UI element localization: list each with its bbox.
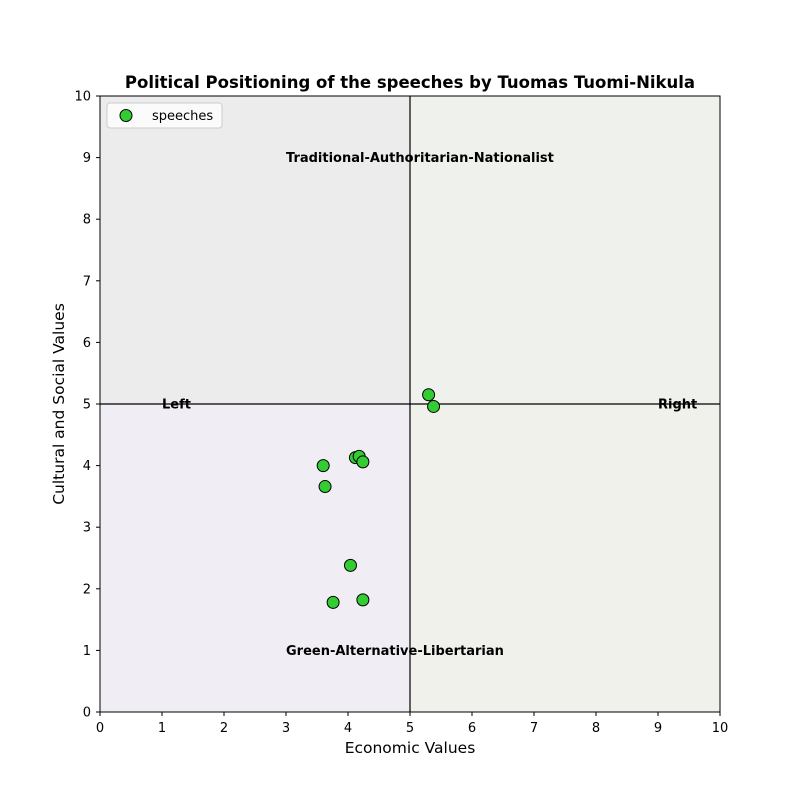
x-tick-label-3: 3: [282, 721, 290, 736]
data-point-0-7: [343, 558, 357, 572]
annotation-1: Green-Alternative-Libertarian: [286, 644, 504, 659]
y-tick-label-6: 6: [83, 336, 91, 351]
y-tick-label-5: 5: [83, 398, 91, 413]
y-tick-label-10: 10: [74, 90, 91, 105]
y-tick-label-8: 8: [83, 213, 91, 228]
y-tick-label-2: 2: [83, 582, 91, 597]
x-tick-label-6: 6: [468, 721, 476, 736]
data-point-0-1: [427, 399, 441, 413]
legend-box: [106, 102, 223, 129]
center-lines: [100, 96, 720, 712]
annotation-3: Right: [658, 398, 697, 413]
data-point-0-8: [326, 595, 340, 609]
data-point-0-0: [422, 388, 436, 402]
legend-marker: [119, 109, 133, 122]
x-tick-label-2: 2: [220, 721, 228, 736]
y-tick-label-9: 9: [83, 151, 91, 166]
chart-title: Political Positioning of the speeches by…: [125, 73, 695, 92]
x-tick-label-8: 8: [592, 721, 600, 736]
y-tick-label-3: 3: [83, 521, 91, 536]
x-tick-label-5: 5: [406, 721, 414, 736]
x-tick-label-9: 9: [654, 721, 662, 736]
data-point-0-6: [318, 480, 332, 494]
x-tick-label-7: 7: [530, 721, 538, 736]
quadrant-backgrounds: [100, 96, 720, 712]
x-tick-label-10: 10: [712, 721, 729, 736]
legend: speeches: [106, 102, 223, 129]
y-tick-label-1: 1: [83, 644, 91, 659]
quadrant-bottom-right: [410, 404, 720, 712]
quadrant-top-right: [410, 96, 720, 404]
quadrant-bottom-left: [100, 404, 410, 712]
y-axis-ticks: 0 1 2 3 4 5 6 7 8 9 10: [74, 90, 100, 721]
data-point-0-9: [356, 593, 370, 607]
x-axis-label: Economic Values: [345, 739, 476, 757]
y-tick-label-7: 7: [83, 274, 91, 289]
data-point-0-2: [316, 459, 330, 473]
data-points: [316, 388, 441, 609]
quadrant-annotations: Traditional-Authoritarian-Nationalist Gre…: [162, 151, 697, 659]
y-tick-label-0: 0: [83, 706, 91, 721]
legend-label: speeches: [152, 109, 213, 124]
annotation-0: Traditional-Authoritarian-Nationalist: [286, 151, 554, 166]
x-tick-label-1: 1: [158, 721, 166, 736]
x-axis-ticks: 0 1 2 3 4 5 6 7 8 9 10: [96, 712, 728, 736]
y-axis-label: Cultural and Social Values: [50, 303, 68, 505]
x-tick-label-4: 4: [344, 721, 352, 736]
x-tick-label-0: 0: [96, 721, 104, 736]
annotation-2: Left: [162, 398, 191, 413]
quadrant-top-left: [100, 96, 410, 404]
y-tick-label-4: 4: [83, 459, 91, 474]
data-point-0-5: [356, 455, 370, 469]
